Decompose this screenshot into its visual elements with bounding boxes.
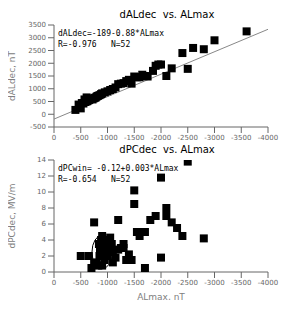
svg-text:-3000: -3000 (204, 134, 224, 142)
svg-text:-2000: -2000 (151, 134, 171, 142)
svg-text:-1000: -1000 (97, 134, 117, 142)
svg-text:-500: -500 (73, 279, 89, 287)
svg-text:1000: 1000 (28, 85, 46, 93)
svg-text:500: 500 (33, 98, 46, 106)
svg-text:0: 0 (52, 134, 56, 142)
svg-text:0: 0 (42, 268, 46, 276)
svg-text:2: 2 (42, 252, 46, 260)
svg-text:0: 0 (52, 279, 56, 287)
svg-text:0: 0 (42, 111, 46, 119)
svg-text:-3500: -3500 (231, 134, 251, 142)
svg-text:14: 14 (37, 156, 46, 164)
svg-text:-2500: -2500 (178, 279, 198, 287)
html-text:dALdec=-189-0.88*ALmax R=-0.97: dALdec=-189-0.88*ALmax R=-0.976 N=52 (58, 29, 164, 49)
html-text:dPCdec vs. ALmax: dPCdec vs. ALmax (119, 144, 215, 155)
svg-text:-500: -500 (73, 134, 89, 142)
svg-text:-1000: -1000 (97, 279, 117, 287)
svg-text:dALdec, nT: dALdec, nT (8, 51, 17, 102)
svg-text:1500: 1500 (28, 72, 46, 80)
svg-text:-1500: -1500 (124, 134, 144, 142)
svg-text:ALmax, nT: ALmax, nT (137, 292, 185, 300)
svg-text:2000: 2000 (28, 60, 46, 68)
svg-text:3500: 3500 (28, 21, 46, 29)
svg-text:-2500: -2500 (178, 134, 198, 142)
svg-text:6: 6 (42, 220, 47, 228)
svg-text:dPCdec, MV/m: dPCdec, MV/m (8, 183, 17, 248)
svg-text:10: 10 (37, 188, 46, 196)
svg-text:8: 8 (42, 204, 46, 212)
svg-text:2500: 2500 (28, 47, 46, 55)
html-text:dALdec vs. ALmax: dALdec vs. ALmax (119, 9, 215, 20)
svg-text:4: 4 (42, 236, 47, 244)
svg-text:-1500: -1500 (124, 279, 144, 287)
svg-text:12: 12 (37, 172, 46, 180)
svg-text:3000: 3000 (28, 34, 46, 42)
svg-text:-3500: -3500 (231, 279, 251, 287)
html-text:dPCwin= -0.12+0.003*ALmax R=-0: dPCwin= -0.12+0.003*ALmax R=-0.654 N=52 (58, 164, 179, 184)
svg-text:-4000: -4000 (258, 134, 278, 142)
svg-text:-3000: -3000 (204, 279, 224, 287)
svg-text:-4000: -4000 (258, 279, 278, 287)
svg-text:-2000: -2000 (151, 279, 171, 287)
svg-text:-500: -500 (30, 123, 46, 131)
